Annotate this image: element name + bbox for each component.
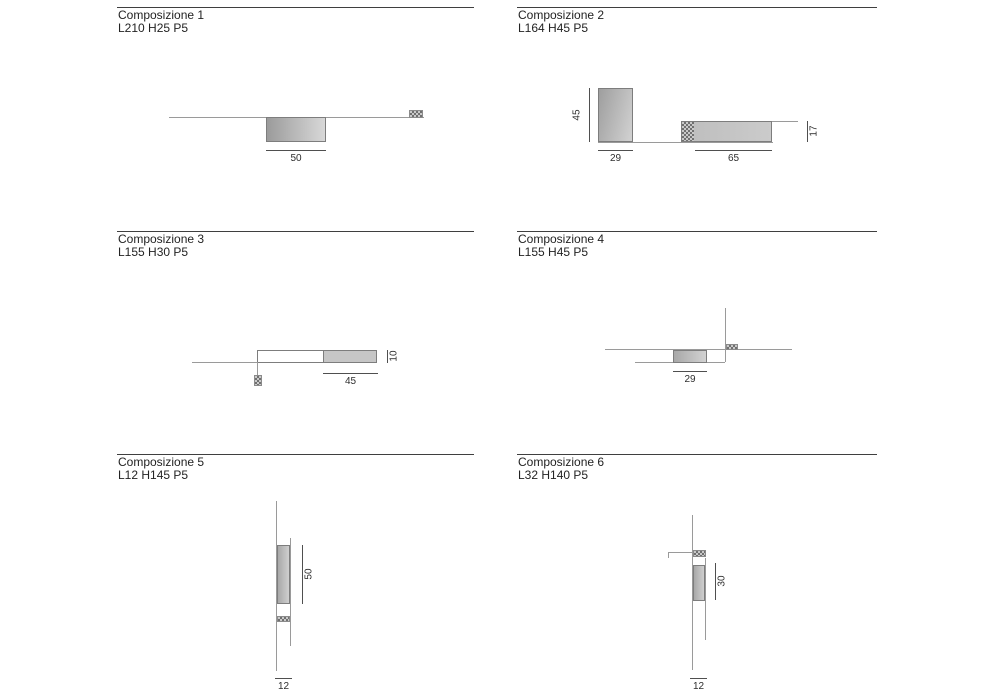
bar-box [277, 545, 290, 604]
panel-title: Composizione 4 [518, 232, 605, 246]
dim-label-bar-width: 12 [692, 681, 705, 692]
wall-mount-bracket-icon [726, 344, 738, 350]
panel-composizione-2: Composizione 2 L164 H45 P5 45 17 29 65 [517, 0, 877, 224]
panel-title: Composizione 6 [518, 455, 605, 469]
dim-line-shelf-height [807, 121, 808, 142]
column-box [598, 88, 633, 142]
dim-label-bar-height: 30 [716, 575, 728, 587]
profile-line [705, 558, 706, 640]
profile-line [290, 538, 291, 646]
dim-label-shelf-thickness: 10 [388, 350, 400, 362]
panel-title: Composizione 5 [118, 455, 205, 469]
shelf-box [673, 350, 707, 363]
panel-divider-rule [517, 231, 877, 232]
dim-label-column-width: 29 [609, 153, 622, 164]
dim-line-box-width [266, 150, 326, 151]
dim-line-column-width [598, 150, 633, 151]
support-line [257, 362, 258, 386]
dim-label-bar-width: 12 [277, 681, 290, 692]
dim-label-bar-height: 50 [303, 568, 315, 580]
panel-divider-rule [517, 454, 877, 455]
panel-title: Composizione 3 [118, 232, 205, 246]
bar-box [693, 565, 705, 601]
panel-divider-rule [517, 7, 877, 8]
panel-composizione-1: Composizione 1 L210 H25 P5 50 [117, 0, 474, 224]
wall-mount-bracket-icon [254, 375, 262, 386]
hook-line [668, 552, 692, 553]
panel-divider-rule [117, 7, 474, 8]
dim-label-box-width: 29 [684, 374, 696, 385]
dim-line-shelf-width [695, 150, 772, 151]
panel-title: Composizione 2 [518, 8, 605, 22]
wall-mount-bracket-icon [277, 616, 290, 622]
shelf-box [681, 121, 772, 142]
dim-label-column-height: 45 [571, 109, 583, 121]
dim-label-box-width: 50 [290, 153, 302, 164]
panel-dimensions: L164 H45 P5 [518, 21, 589, 35]
panel-dimensions: L155 H45 P5 [518, 245, 589, 259]
dim-line-bar-height [302, 545, 303, 604]
panel-composizione-4: Composizione 4 L155 H45 P5 29 [517, 224, 877, 450]
shelf-box [323, 350, 377, 363]
wall-line [276, 501, 277, 671]
dim-line-column-height [589, 88, 590, 142]
wall-line [605, 349, 792, 350]
panel-dimensions: L32 H140 P5 [518, 468, 589, 482]
dim-label-box-width: 45 [344, 376, 357, 387]
wall-mount-bracket-icon [693, 550, 706, 557]
panel-title: Composizione 1 [118, 8, 205, 22]
shelf-box [266, 117, 326, 142]
base-line [598, 142, 773, 143]
dim-line-shelf-thickness [387, 350, 388, 363]
shelf-top-line [772, 121, 798, 122]
panel-dimensions: L155 H30 P5 [118, 245, 189, 259]
panel-divider-rule [117, 454, 474, 455]
dim-line-box-width [673, 371, 707, 372]
panel-dimensions: L12 H145 P5 [118, 468, 189, 482]
wall-line [192, 362, 258, 363]
panel-composizione-3: Composizione 3 L155 H30 P5 10 45 [117, 224, 474, 450]
panel-divider-rule [117, 231, 474, 232]
hook-tick-line [668, 552, 669, 558]
panel-composizione-6: Composizione 6 L32 H140 P5 30 12 [517, 447, 877, 700]
dim-line-bar-width [275, 678, 292, 679]
dim-line-box-width [323, 373, 378, 374]
dim-label-shelf-height: 17 [808, 125, 820, 137]
panel-composizione-5: Composizione 5 L12 H145 P5 50 12 [117, 447, 474, 700]
wall-mount-bracket-icon [409, 110, 423, 118]
wall-line [692, 515, 693, 670]
dim-line-bar-height [715, 563, 716, 600]
dim-line-bar-width [690, 678, 707, 679]
wall-mount-bracket-icon [682, 122, 694, 141]
dim-label-shelf-width: 65 [727, 153, 740, 164]
panel-dimensions: L210 H25 P5 [118, 21, 189, 35]
vertical-panel-line [725, 308, 726, 362]
